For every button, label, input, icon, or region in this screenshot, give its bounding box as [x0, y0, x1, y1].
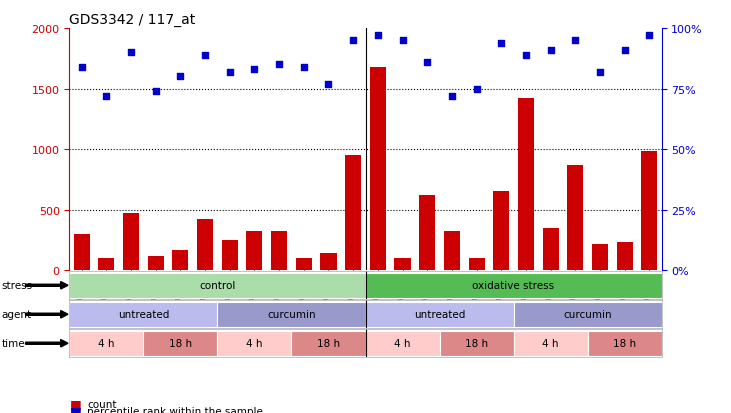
- Text: 18 h: 18 h: [169, 338, 192, 349]
- Bar: [221, 240, 238, 271]
- Bar: [197, 220, 213, 271]
- Text: control: control: [200, 280, 235, 291]
- Bar: [518, 99, 534, 271]
- Bar: [74, 234, 90, 271]
- Bar: [469, 259, 485, 271]
- Bar: [173, 250, 189, 271]
- Text: untreated: untreated: [414, 309, 465, 320]
- Bar: [395, 259, 411, 271]
- Point: [273, 62, 285, 69]
- Bar: [513, 331, 588, 356]
- Bar: [567, 166, 583, 271]
- Bar: [366, 302, 513, 327]
- Point: [643, 33, 655, 40]
- Point: [101, 93, 113, 100]
- Bar: [641, 152, 657, 271]
- Text: 18 h: 18 h: [317, 338, 340, 349]
- Point: [372, 33, 384, 40]
- Bar: [345, 156, 361, 271]
- Bar: [143, 331, 218, 356]
- Text: curcumin: curcumin: [563, 309, 612, 320]
- Point: [175, 74, 186, 81]
- Point: [397, 38, 409, 44]
- Text: 4 h: 4 h: [394, 338, 411, 349]
- Bar: [148, 256, 164, 271]
- Bar: [439, 331, 513, 356]
- Text: percentile rank within the sample: percentile rank within the sample: [87, 406, 263, 413]
- Point: [446, 93, 458, 100]
- Bar: [366, 331, 439, 356]
- Bar: [292, 331, 366, 356]
- Text: GDS3342 / 117_at: GDS3342 / 117_at: [69, 12, 196, 26]
- Bar: [366, 273, 662, 298]
- Bar: [69, 331, 143, 356]
- Point: [322, 81, 334, 88]
- Point: [618, 47, 630, 54]
- Bar: [513, 302, 662, 327]
- Text: ■: ■: [69, 404, 81, 413]
- Bar: [370, 68, 386, 271]
- Text: 18 h: 18 h: [465, 338, 488, 349]
- Bar: [246, 232, 262, 271]
- Bar: [69, 273, 366, 298]
- Text: 4 h: 4 h: [542, 338, 558, 349]
- Point: [125, 50, 137, 56]
- Text: time: time: [1, 338, 25, 349]
- Bar: [592, 244, 608, 271]
- Point: [421, 59, 433, 66]
- Text: ■: ■: [69, 397, 81, 411]
- Text: untreated: untreated: [118, 309, 169, 320]
- Text: oxidative stress: oxidative stress: [472, 280, 555, 291]
- Point: [594, 69, 606, 76]
- Point: [569, 38, 581, 44]
- Point: [150, 88, 162, 95]
- Point: [545, 47, 556, 54]
- Bar: [69, 302, 218, 327]
- Text: count: count: [87, 399, 116, 409]
- Text: 4 h: 4 h: [246, 338, 262, 349]
- Point: [249, 66, 260, 73]
- Point: [298, 64, 310, 71]
- Bar: [588, 331, 662, 356]
- Bar: [296, 259, 312, 271]
- Bar: [616, 243, 632, 271]
- Bar: [123, 214, 139, 271]
- Text: curcumin: curcumin: [267, 309, 316, 320]
- Text: 4 h: 4 h: [98, 338, 115, 349]
- Text: agent: agent: [1, 309, 31, 320]
- Bar: [419, 196, 435, 271]
- Point: [76, 64, 88, 71]
- Point: [224, 69, 235, 76]
- Bar: [444, 232, 460, 271]
- Point: [200, 52, 211, 59]
- Bar: [493, 192, 510, 271]
- Point: [520, 52, 531, 59]
- Bar: [320, 254, 336, 271]
- Bar: [271, 232, 287, 271]
- Bar: [218, 331, 292, 356]
- Point: [496, 40, 507, 47]
- Text: 18 h: 18 h: [613, 338, 636, 349]
- Bar: [99, 259, 115, 271]
- Text: stress: stress: [1, 280, 33, 291]
- Bar: [542, 228, 558, 271]
- Point: [347, 38, 359, 44]
- Point: [471, 86, 482, 93]
- Bar: [218, 302, 366, 327]
